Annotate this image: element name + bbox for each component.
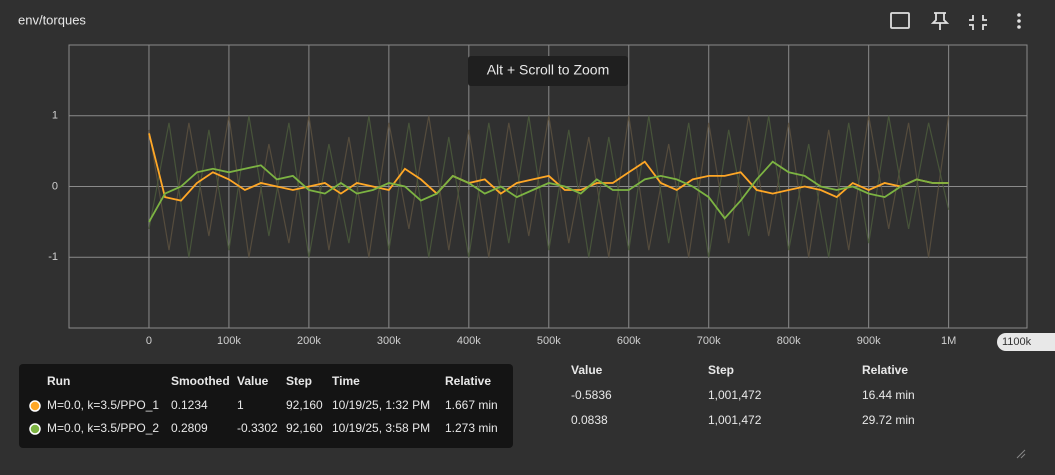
tooltip-header: Relative (445, 374, 491, 388)
smoothed-line (148, 133, 949, 202)
run-swatch (29, 423, 41, 435)
raw-line (148, 115, 950, 258)
tooltip-cell: 92,160 (286, 421, 323, 435)
x-tick-label: 600k (617, 335, 641, 347)
table-cell: 0.0838 (571, 413, 608, 427)
collapse-button[interactable] (969, 15, 987, 30)
hover-step-box (997, 333, 1055, 351)
tooltip-cell: 10/19/25, 3:58 PM (332, 421, 430, 435)
x-tick-label: 700k (697, 335, 721, 347)
tooltip-run: M=0.0, k=3.5/PPO_2 (47, 421, 159, 435)
menu-button[interactable] (1017, 13, 1021, 29)
tooltip-cell: 92,160 (286, 398, 323, 412)
hover-tooltip: Run Smoothed Value Step Time Relative M=0.0, k… (19, 364, 513, 448)
raw-line (148, 115, 950, 258)
zoom-hint: Alt + Scroll to Zoom (487, 62, 610, 78)
zoom-hint-box (468, 56, 628, 86)
y-tick-label: 1 (52, 110, 58, 122)
run-swatch (29, 400, 41, 412)
tooltip-header: Smoothed (171, 374, 230, 388)
tooltip-header: Time (332, 374, 360, 388)
x-tick-label: 900k (857, 335, 881, 347)
x-tick-label: 1M (941, 335, 956, 347)
table-cell: 29.72 min (862, 413, 915, 427)
x-tick-label: 500k (537, 335, 561, 347)
y-tick-label: -1 (48, 251, 58, 263)
fit-button[interactable] (890, 12, 910, 29)
x-tick-label: 300k (377, 335, 401, 347)
y-tick-label: 0 (52, 180, 58, 192)
tooltip-cell: 1.273 min (445, 421, 498, 435)
smoothed-line (148, 160, 949, 223)
tooltip-header: Value (237, 374, 269, 388)
tooltip-box (19, 364, 513, 448)
x-tick-label: 100k (217, 335, 241, 347)
x-tick-label: 200k (297, 335, 321, 347)
tooltip-cell: 0.1234 (171, 398, 208, 412)
tooltip-cell: 1.667 min (445, 398, 498, 412)
tooltip-header: Step (286, 374, 312, 388)
x-tick-label: 800k (777, 335, 801, 347)
resize-handle (1016, 449, 1026, 459)
card-title: env/torques (18, 12, 86, 27)
table-header: Value (571, 363, 603, 377)
x-tick-label: 400k (457, 335, 481, 347)
x-tick-label: 0 (146, 335, 152, 347)
plot-area[interactable]: 0 100k 200k 300k 400k 500k 600k 700k 800k 900k 1M -… (48, 44, 1055, 351)
tooltip-cell: -0.3302 (237, 421, 278, 435)
tooltip-cell: 1 (237, 398, 244, 412)
tooltip-cell: 0.2809 (171, 421, 208, 435)
table-cell: 16.44 min (862, 388, 915, 402)
toolbar (890, 12, 987, 30)
table-header: Relative (862, 363, 908, 377)
tooltip-header: Run (47, 374, 70, 388)
tooltip-run: M=0.0, k=3.5/PPO_1 (47, 398, 159, 412)
table-cell: -0.5836 (571, 388, 612, 402)
table-cell: 1,001,472 (708, 388, 762, 402)
runs-table: Run ↑SmoothedValueStepRelative-0.58361,0… (72, 363, 1026, 459)
hover-step-label: 1100k (1002, 336, 1032, 348)
table-header: Step (708, 363, 734, 377)
tooltip-cell: 10/19/25, 1:32 PM (332, 398, 430, 412)
table-cell: 1,001,472 (708, 413, 762, 427)
pin-button[interactable] (930, 12, 950, 30)
